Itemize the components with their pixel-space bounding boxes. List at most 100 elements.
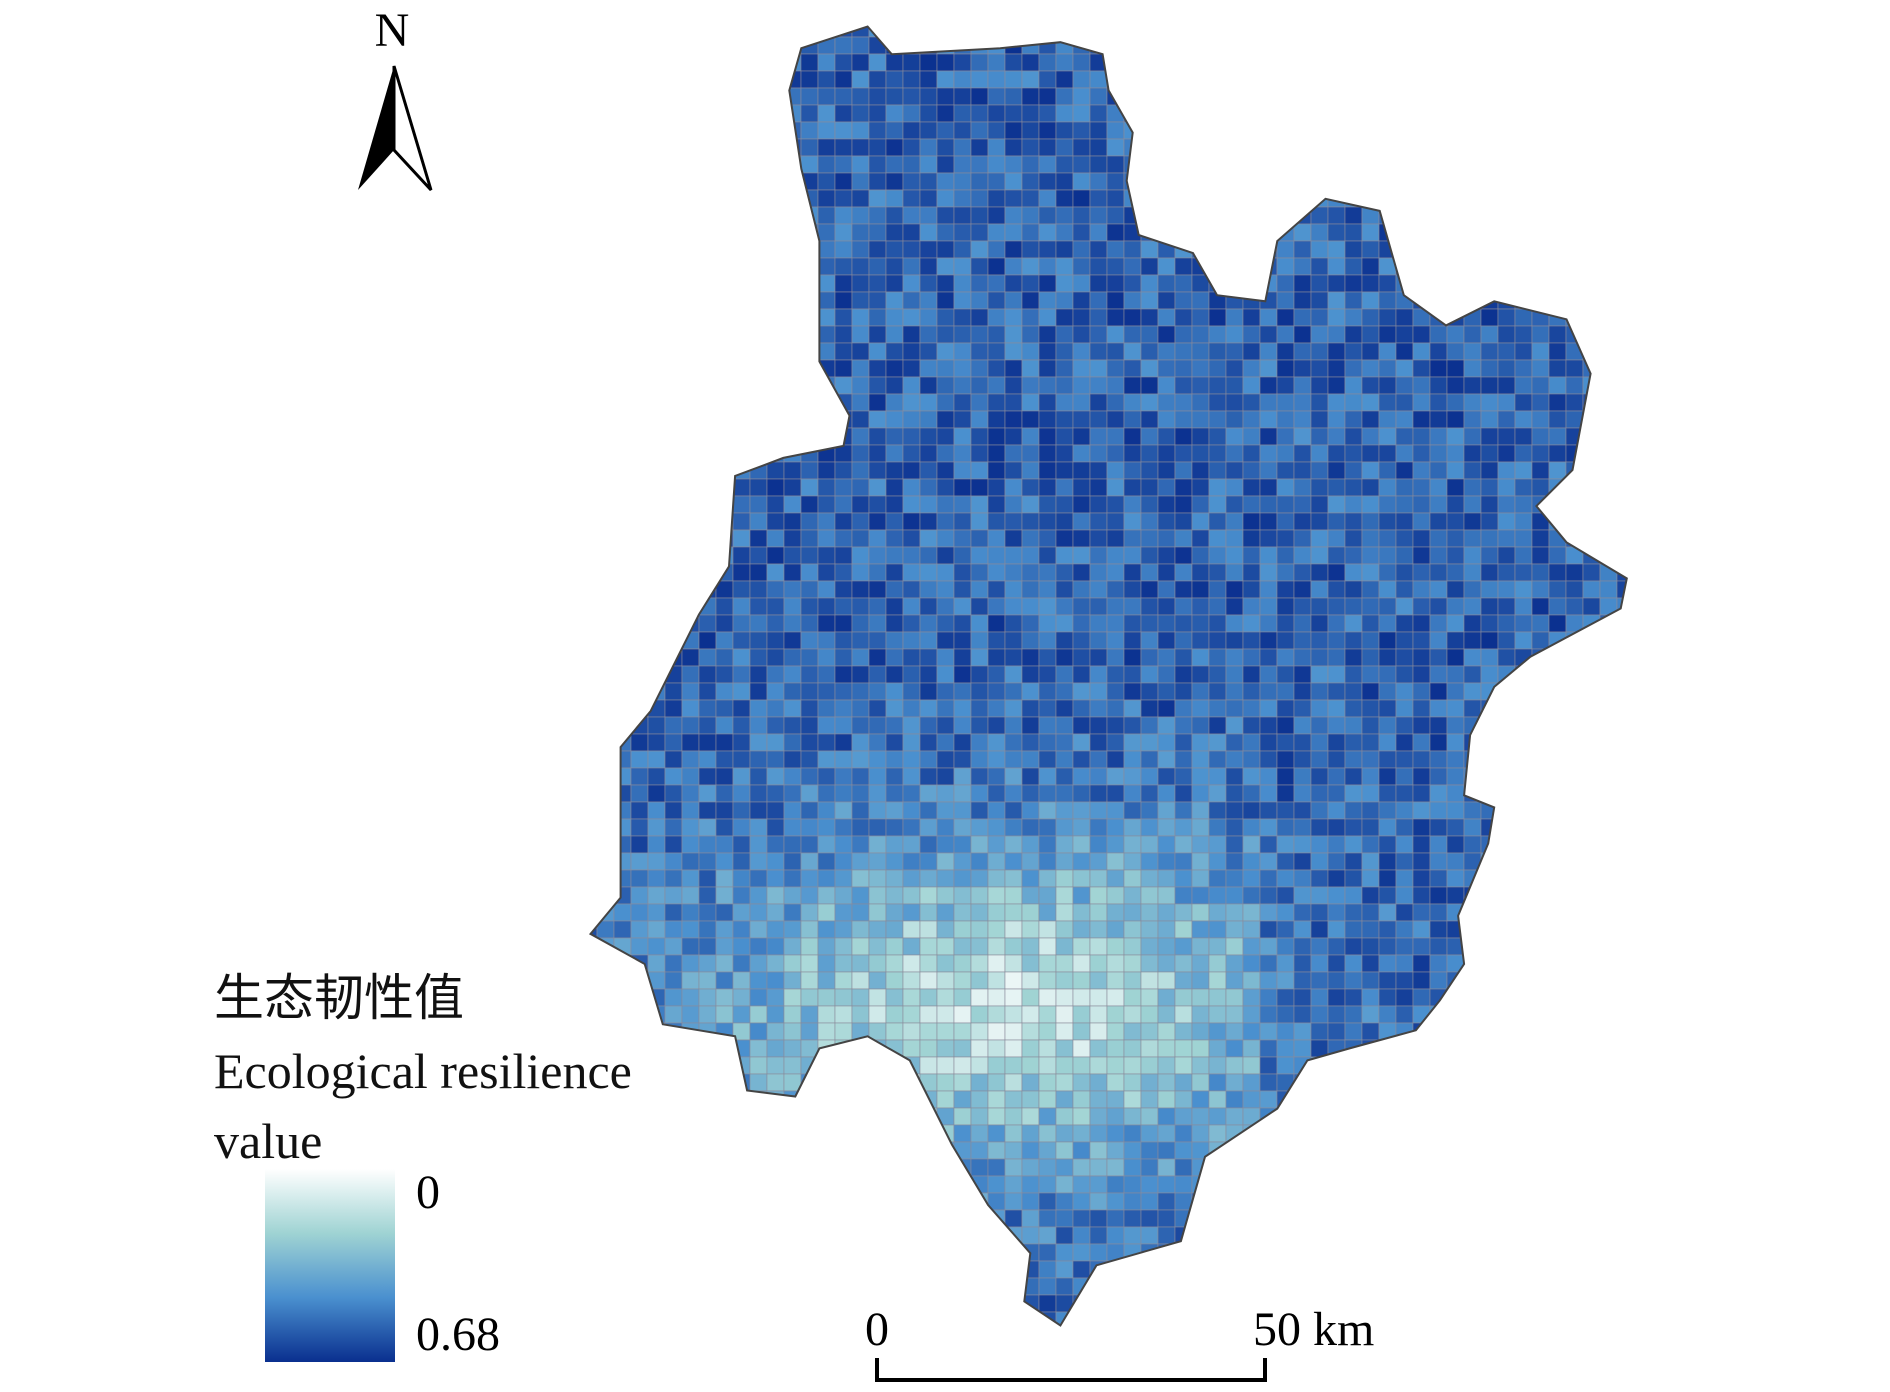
grid-cell — [1497, 1090, 1516, 1109]
grid-cell — [732, 291, 751, 310]
grid-cell — [1072, 648, 1091, 667]
grid-cell — [1497, 393, 1516, 412]
grid-cell — [1191, 342, 1210, 361]
grid-cell — [1310, 1226, 1329, 1245]
grid-cell — [1089, 155, 1108, 174]
grid-cell — [1276, 903, 1295, 922]
grid-cell — [1072, 920, 1091, 939]
grid-cell — [596, 903, 615, 922]
grid-cell — [1446, 750, 1465, 769]
grid-cell — [1429, 393, 1448, 412]
grid-cell — [1140, 614, 1159, 633]
grid-cell — [681, 138, 700, 157]
grid-cell — [1565, 903, 1584, 922]
grid-cell — [766, 495, 785, 514]
grid-cell — [1582, 1294, 1601, 1313]
grid-cell — [1498, 1329, 1515, 1346]
grid-cell — [1123, 240, 1142, 259]
grid-cell — [715, 87, 734, 106]
grid-cell — [885, 1243, 904, 1262]
grid-cell — [1378, 1141, 1397, 1160]
grid-cell — [1293, 36, 1312, 55]
grid-cell — [1225, 1294, 1244, 1313]
grid-cell — [1582, 886, 1601, 905]
grid-cell — [596, 1192, 615, 1211]
grid-cell — [1242, 478, 1261, 497]
grid-cell — [1446, 36, 1465, 55]
grid-cell — [868, 291, 887, 310]
grid-cell — [1344, 699, 1363, 718]
grid-cell — [1157, 70, 1176, 89]
grid-cell — [1191, 70, 1210, 89]
grid-cell — [885, 529, 904, 548]
grid-cell — [1616, 478, 1627, 497]
grid-cell — [817, 1175, 836, 1194]
grid-cell — [834, 257, 853, 276]
grid-cell — [1429, 750, 1448, 769]
grid-cell — [715, 393, 734, 412]
grid-cell — [817, 1073, 836, 1092]
grid-cell — [817, 1260, 836, 1279]
grid-cell — [1582, 648, 1601, 667]
grid-cell — [1123, 903, 1142, 922]
grid-cell — [1378, 1124, 1397, 1143]
grid-cell — [936, 410, 955, 429]
grid-cell — [1463, 393, 1482, 412]
grid-cell — [1123, 920, 1142, 939]
grid-cell — [834, 1226, 853, 1245]
grid-cell — [1310, 104, 1329, 123]
grid-cell — [1599, 189, 1618, 208]
grid-cell — [1599, 1260, 1618, 1279]
grid-cell — [1123, 733, 1142, 752]
grid-cell — [732, 920, 751, 939]
grid-cell — [1463, 1124, 1482, 1143]
grid-cell — [902, 1277, 921, 1296]
grid-cell — [749, 512, 768, 531]
grid-cell — [1565, 172, 1584, 191]
grid-cell — [1327, 767, 1346, 786]
grid-cell — [664, 512, 683, 531]
grid-cell — [715, 801, 734, 820]
grid-cell — [919, 342, 938, 361]
grid-cell — [902, 393, 921, 412]
grid-cell — [1055, 716, 1074, 735]
grid-cell — [1174, 920, 1193, 939]
grid-cell — [1616, 869, 1627, 888]
grid-cell — [1412, 529, 1431, 548]
grid-cell — [851, 342, 870, 361]
grid-cell — [987, 1175, 1006, 1194]
grid-cell — [766, 172, 785, 191]
grid-cell — [1634, 581, 1651, 598]
grid-cell — [750, 1329, 767, 1346]
grid-cell — [1463, 631, 1482, 650]
grid-cell — [596, 852, 615, 871]
grid-cell — [630, 869, 649, 888]
grid-cell — [1140, 818, 1159, 837]
grid-cell — [1599, 1243, 1618, 1262]
grid-cell — [1140, 801, 1159, 820]
grid-cell — [1378, 580, 1397, 599]
grid-cell — [851, 1226, 870, 1245]
grid-cell — [902, 716, 921, 735]
grid-cell — [1038, 733, 1057, 752]
grid-cell — [1225, 563, 1244, 582]
grid-cell — [1378, 716, 1397, 735]
grid-cell — [1072, 1294, 1091, 1313]
grid-cell — [1463, 1056, 1482, 1075]
grid-cell — [1021, 257, 1040, 276]
grid-cell — [936, 138, 955, 157]
grid-cell — [732, 257, 751, 276]
grid-cell — [1531, 223, 1550, 242]
grid-cell — [613, 1192, 632, 1211]
grid-cell — [1259, 257, 1278, 276]
grid-cell — [749, 206, 768, 225]
grid-cell — [1293, 257, 1312, 276]
grid-cell — [1072, 308, 1091, 327]
grid-cell — [715, 699, 734, 718]
grid-cell — [1514, 1022, 1533, 1041]
grid-cell — [919, 1209, 938, 1228]
grid-cell — [1106, 1192, 1125, 1211]
grid-cell — [1157, 308, 1176, 327]
grid-cell — [1531, 1158, 1550, 1177]
grid-cell — [902, 1294, 921, 1313]
